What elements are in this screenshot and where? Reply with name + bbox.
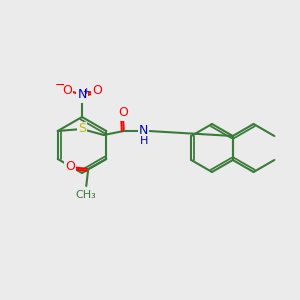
Text: O: O [62, 83, 72, 97]
Text: O: O [92, 83, 102, 97]
Text: N: N [139, 124, 148, 137]
Text: H: H [140, 136, 148, 146]
Text: +: + [82, 86, 90, 95]
Text: CH₃: CH₃ [76, 190, 97, 200]
Text: O: O [118, 106, 128, 119]
Text: −: − [55, 79, 65, 92]
Text: O: O [65, 160, 75, 173]
Text: N: N [77, 88, 87, 101]
Text: S: S [78, 122, 86, 136]
